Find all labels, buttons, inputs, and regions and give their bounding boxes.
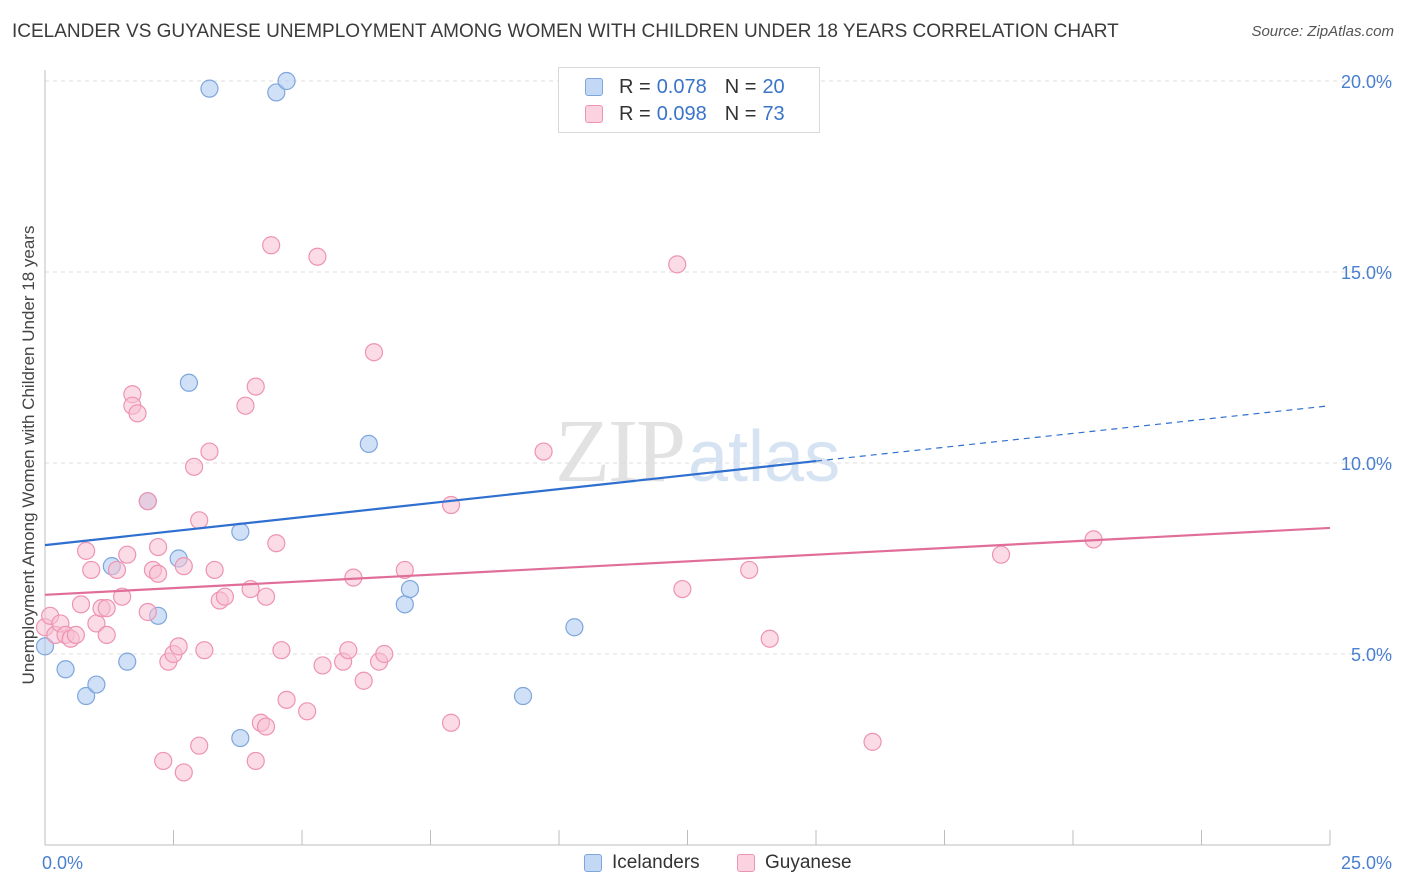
- icelander-point: [87, 675, 106, 694]
- n-value: 20: [762, 75, 785, 98]
- n-label: N =: [724, 75, 757, 98]
- icelander-point: [56, 660, 75, 679]
- guyanese-point: [97, 599, 116, 618]
- guyanese-point: [313, 656, 332, 675]
- guyanese-point: [215, 587, 234, 606]
- guyanese-point: [154, 751, 173, 771]
- guyanese-point: [195, 641, 214, 660]
- guyanese-point: [441, 713, 461, 732]
- guyanese-point: [148, 537, 168, 557]
- icelanders-legend-swatch: [584, 854, 602, 872]
- icelander-point: [400, 579, 420, 599]
- guyanese-point: [262, 236, 281, 255]
- guyanese-point: [441, 495, 461, 515]
- guyanese-point: [339, 641, 358, 660]
- n-value: 73: [762, 102, 785, 125]
- icelander-point: [179, 373, 199, 392]
- x-tick-label: 25.0%: [1341, 853, 1392, 873]
- guyanese-point: [112, 587, 132, 606]
- guyanese-point: [82, 560, 101, 580]
- guyanese-point: [190, 736, 209, 755]
- guyanese-point: [863, 732, 882, 751]
- r-value: 0.098: [656, 102, 707, 125]
- guyanese-point: [66, 625, 85, 645]
- stats-row-guyanese: R = 0.098 N = 73: [585, 102, 803, 126]
- icelander-point: [231, 522, 250, 541]
- guyanese-point: [174, 557, 193, 576]
- guyanese-point: [364, 343, 384, 362]
- icelander-point: [118, 652, 137, 671]
- guyanese-point: [138, 602, 157, 622]
- guyanese-point: [298, 702, 317, 721]
- guyanese-point: [256, 587, 276, 606]
- icelanders-trend-line: [44, 459, 817, 547]
- legend-label-guyanese: Guyanese: [765, 852, 852, 873]
- guyanese-point: [991, 545, 1011, 564]
- guyanese-point: [190, 511, 209, 530]
- n-label: N =: [724, 102, 757, 125]
- guyanese-point: [272, 641, 291, 660]
- guyanese-point: [673, 579, 692, 599]
- legend-item-guyanese[interactable]: Guyanese: [737, 852, 852, 874]
- guyanese-point: [97, 625, 116, 645]
- guyanese-point: [246, 751, 265, 771]
- guyanese-point: [71, 595, 91, 614]
- guyanese-point: [200, 442, 219, 461]
- guyanese-point: [375, 644, 394, 664]
- icelanders-trend-extension: [815, 405, 1331, 462]
- icelander-point: [395, 595, 414, 614]
- guyanese-point: [668, 255, 687, 274]
- guyanese-point: [308, 247, 327, 266]
- source-label: Source: ZipAtlas.com: [1251, 23, 1394, 40]
- guyanese-point: [267, 534, 286, 553]
- icelander-point: [513, 686, 533, 706]
- stats-row-icelanders: R = 0.078 N = 20: [585, 75, 803, 99]
- chart-title: ICELANDER VS GUYANESE UNEMPLOYMENT AMONG…: [12, 21, 1119, 42]
- guyanese-point: [148, 564, 168, 583]
- legend-item-icelanders[interactable]: Icelanders: [584, 852, 700, 874]
- icelanders-swatch: [585, 78, 603, 96]
- y-tick-label: 10.0%: [1341, 454, 1392, 474]
- legend-label-icelanders: Icelanders: [612, 852, 700, 873]
- guyanese-trend-line: [44, 526, 1331, 596]
- y-tick-label: 5.0%: [1351, 645, 1392, 665]
- icelander-point: [359, 434, 378, 453]
- guyanese-point: [77, 541, 96, 560]
- icelander-point: [267, 83, 286, 102]
- x-tick-label: 0.0%: [42, 853, 83, 873]
- r-label: R =: [619, 102, 651, 125]
- guyanese-point: [184, 457, 204, 476]
- guyanese-legend-swatch: [737, 854, 755, 872]
- series-legend: Icelanders Guyanese: [0, 852, 1406, 876]
- guyanese-point: [277, 690, 296, 709]
- icelander-point: [565, 618, 584, 637]
- guyanese-point: [107, 560, 127, 580]
- guyanese-swatch: [585, 105, 603, 123]
- guyanese-point: [169, 637, 188, 656]
- guyanese-point: [256, 717, 276, 736]
- guyanese-point: [246, 377, 265, 396]
- icelander-point: [231, 728, 250, 748]
- guyanese-point: [205, 560, 224, 580]
- icelander-point: [77, 686, 96, 706]
- guyanese-point: [174, 763, 193, 782]
- icelander-point: [200, 79, 219, 98]
- y-tick-label: 15.0%: [1341, 263, 1392, 283]
- guyanese-point: [395, 560, 414, 580]
- r-label: R =: [619, 75, 651, 98]
- icelander-point: [277, 71, 296, 91]
- guyanese-point: [740, 560, 759, 580]
- y-tick-label: 20.0%: [1341, 72, 1392, 92]
- guyanese-point: [534, 442, 553, 461]
- guyanese-point: [128, 404, 147, 423]
- stats-legend: R = 0.078 N = 20 R = 0.098 N = 73: [558, 67, 820, 133]
- guyanese-point: [118, 545, 137, 564]
- guyanese-point: [354, 671, 373, 690]
- guyanese-point: [760, 629, 779, 648]
- icelander-point: [35, 637, 55, 656]
- guyanese-point: [138, 492, 157, 511]
- guyanese-point: [236, 396, 255, 415]
- r-value: 0.078: [656, 75, 707, 98]
